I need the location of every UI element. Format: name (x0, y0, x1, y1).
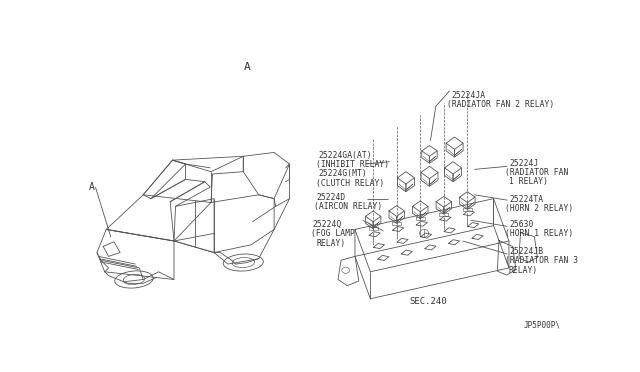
Text: (CLUTCH RELAY): (CLUTCH RELAY) (316, 179, 385, 187)
Text: 25224GA(AT): 25224GA(AT) (318, 151, 372, 160)
Text: (HORN 2 RELAY): (HORN 2 RELAY) (505, 204, 573, 213)
Text: (FOG LAMP: (FOG LAMP (311, 230, 355, 238)
Text: 25630: 25630 (509, 220, 533, 229)
Text: A: A (90, 182, 95, 192)
Text: 1 RELAY): 1 RELAY) (509, 177, 548, 186)
Text: RELAY): RELAY) (509, 266, 538, 275)
Text: (HORN 1 RELAY): (HORN 1 RELAY) (505, 230, 573, 238)
Text: 25224D: 25224D (316, 193, 346, 202)
Text: JP5P00P\: JP5P00P\ (524, 320, 561, 329)
Text: 25224G(MT): 25224G(MT) (318, 169, 367, 179)
Text: (RADIATOR FAN 3: (RADIATOR FAN 3 (505, 256, 578, 265)
Text: (INHIBIT RELAY): (INHIBIT RELAY) (316, 160, 390, 169)
Text: 25224Q: 25224Q (312, 220, 342, 229)
Text: A: A (244, 62, 250, 71)
Text: (RADIATOR FAN: (RADIATOR FAN (505, 168, 568, 177)
Text: (RADIATOR FAN 2 RELAY): (RADIATOR FAN 2 RELAY) (447, 100, 555, 109)
Text: SEC.240: SEC.240 (410, 297, 447, 306)
Text: (AIRCON RELAY): (AIRCON RELAY) (314, 202, 382, 212)
Text: 25224JA: 25224JA (451, 91, 485, 100)
Text: RELAY): RELAY) (316, 239, 346, 248)
Text: 25224J: 25224J (509, 158, 538, 168)
Text: 25224TA: 25224TA (509, 195, 543, 204)
Text: 25224JB: 25224JB (509, 247, 543, 256)
